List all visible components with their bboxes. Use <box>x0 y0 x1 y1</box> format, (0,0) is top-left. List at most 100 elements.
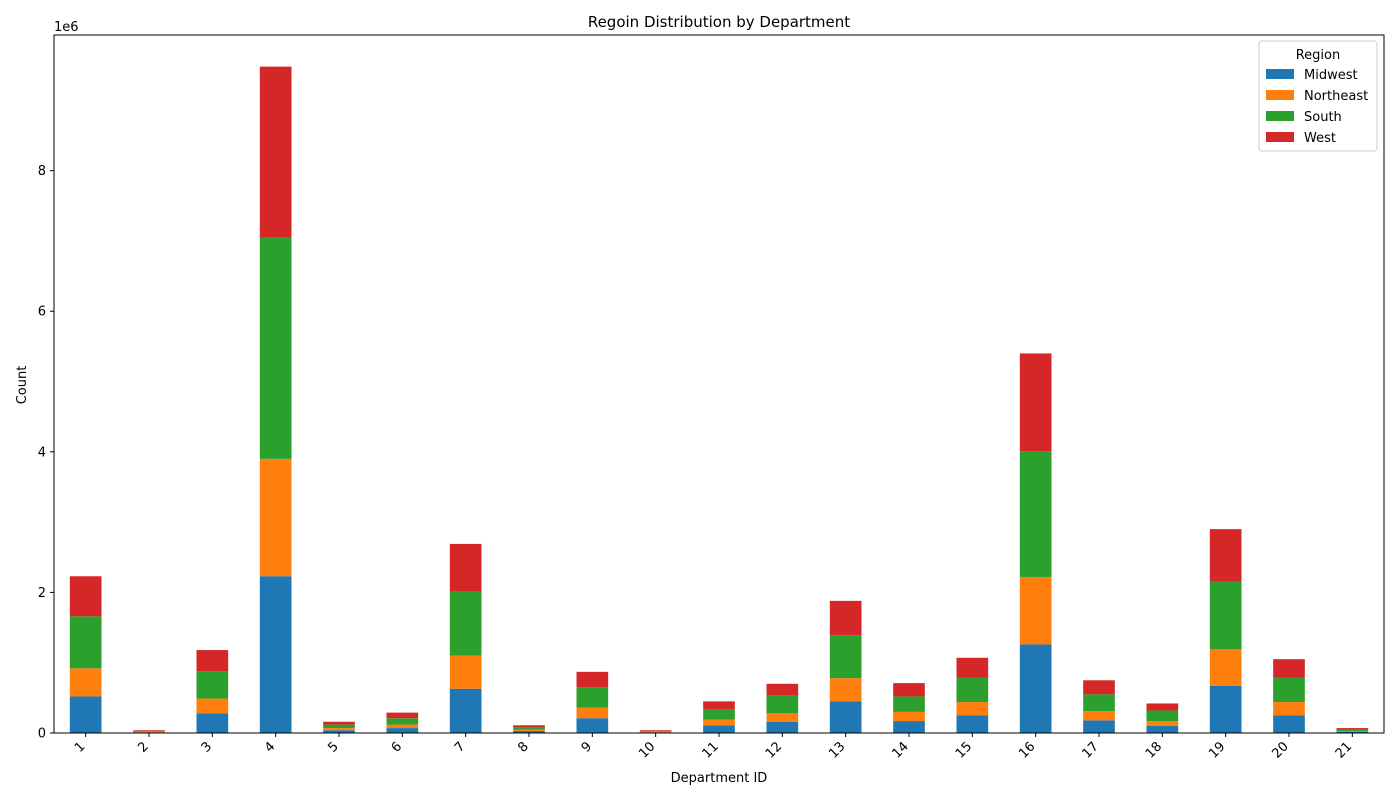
bar-midwest-dept-21 <box>1336 731 1369 733</box>
bar-south-dept-5 <box>323 724 355 729</box>
bar-south-dept-6 <box>386 718 419 725</box>
bar-midwest-dept-19 <box>1209 685 1242 733</box>
y-tick-label: 8 <box>38 164 46 179</box>
bar-west-dept-18 <box>1146 703 1179 711</box>
bar-south-dept-13 <box>829 635 862 679</box>
chart-title: Regoin Distribution by Department <box>588 13 850 31</box>
bar-midwest-dept-12 <box>766 721 799 733</box>
x-tick-label: 8 <box>515 739 531 755</box>
bar-west-dept-6 <box>386 712 419 719</box>
bar-west-dept-13 <box>829 600 862 636</box>
bar-south-dept-8 <box>513 727 545 730</box>
bar-midwest-dept-8 <box>513 730 545 733</box>
bar-midwest-dept-1 <box>69 696 102 733</box>
bar-midwest-dept-20 <box>1273 715 1305 733</box>
bar-west-dept-17 <box>1083 680 1115 695</box>
bar-south-dept-11 <box>703 709 735 720</box>
legend-label-midwest: Midwest <box>1304 68 1358 83</box>
bar-south-dept-20 <box>1273 677 1305 703</box>
bar-south-dept-3 <box>196 671 229 699</box>
x-tick-label: 15 <box>953 739 975 761</box>
bar-northeast-dept-14 <box>893 711 925 722</box>
bar-northeast-dept-18 <box>1146 721 1179 726</box>
bar-northeast-dept-7 <box>449 655 482 689</box>
bar-midwest-dept-9 <box>576 718 609 733</box>
x-tick-label: 4 <box>262 739 278 755</box>
bar-south-dept-10 <box>639 730 672 732</box>
bars-layer <box>69 66 1369 733</box>
x-tick-label: 11 <box>700 739 722 761</box>
x-axis-label: Department ID <box>671 771 768 786</box>
legend-label-west: West <box>1304 131 1336 146</box>
bar-midwest-dept-17 <box>1083 720 1115 733</box>
x-tick-label: 21 <box>1333 739 1355 761</box>
bar-west-dept-19 <box>1209 529 1242 582</box>
bar-midwest-dept-18 <box>1146 725 1179 733</box>
legend-label-south: South <box>1304 110 1342 125</box>
bar-northeast-dept-9 <box>576 707 609 719</box>
y-axis-ticks: 0 2 4 6 8 <box>38 164 54 742</box>
legend-swatch-south <box>1266 111 1294 121</box>
bar-west-dept-3 <box>196 650 229 672</box>
x-tick-label: 19 <box>1206 739 1228 761</box>
y-tick-label: 6 <box>38 305 46 320</box>
plot-frame <box>53 34 1385 734</box>
legend-label-northeast: Northeast <box>1304 89 1368 104</box>
bar-south-dept-7 <box>449 591 482 656</box>
bar-northeast-dept-10 <box>639 731 672 733</box>
y-tick-label: 0 <box>38 727 46 742</box>
bar-west-dept-15 <box>956 657 989 678</box>
bar-south-dept-18 <box>1146 710 1179 722</box>
bar-northeast-dept-11 <box>703 719 735 726</box>
bar-west-dept-20 <box>1273 659 1305 678</box>
bar-west-dept-10 <box>639 730 672 731</box>
x-tick-label: 12 <box>763 739 785 761</box>
bar-south-dept-15 <box>956 677 989 703</box>
bar-northeast-dept-4 <box>259 458 292 577</box>
bar-south-dept-9 <box>576 687 609 708</box>
bar-west-dept-14 <box>893 683 925 697</box>
bar-south-dept-12 <box>766 695 799 714</box>
legend: Region Midwest Northeast South West <box>1258 40 1378 152</box>
x-tick-label: 16 <box>1016 739 1038 761</box>
bar-midwest-dept-4 <box>259 576 292 733</box>
bar-midwest-dept-11 <box>703 725 735 733</box>
bar-west-dept-4 <box>259 66 292 238</box>
bar-south-dept-2 <box>133 730 165 732</box>
bar-south-dept-17 <box>1083 694 1115 712</box>
bar-northeast-dept-8 <box>513 729 545 731</box>
x-tick-label: 2 <box>135 739 151 755</box>
bar-northeast-dept-1 <box>69 668 102 697</box>
bar-midwest-dept-14 <box>893 721 925 733</box>
bar-west-dept-16 <box>1019 353 1052 452</box>
x-tick-label: 17 <box>1080 739 1102 761</box>
x-tick-label: 1 <box>72 739 88 755</box>
x-tick-label: 6 <box>389 739 405 755</box>
bar-west-dept-11 <box>703 701 735 710</box>
x-tick-label: 9 <box>579 739 595 755</box>
bar-northeast-dept-15 <box>956 702 989 716</box>
bar-midwest-dept-15 <box>956 715 989 733</box>
bar-northeast-dept-19 <box>1209 649 1242 686</box>
bar-west-dept-1 <box>69 576 102 617</box>
y-tick-label: 4 <box>38 445 46 460</box>
bar-south-dept-4 <box>259 237 292 459</box>
bar-northeast-dept-13 <box>829 678 862 702</box>
bar-northeast-dept-2 <box>133 731 165 733</box>
y-axis-label: Count <box>15 366 30 405</box>
bar-south-dept-19 <box>1209 581 1242 650</box>
x-tick-label: 13 <box>826 739 848 761</box>
bar-northeast-dept-5 <box>323 728 355 731</box>
bar-midwest-dept-6 <box>386 728 419 733</box>
bar-northeast-dept-21 <box>1336 730 1369 732</box>
x-tick-label: 5 <box>325 739 341 755</box>
bar-west-dept-2 <box>133 730 165 731</box>
x-tick-label: 20 <box>1270 739 1292 761</box>
bar-west-dept-5 <box>323 721 355 725</box>
bar-west-dept-9 <box>576 671 609 688</box>
bar-northeast-dept-12 <box>766 713 799 722</box>
x-tick-label: 7 <box>452 739 468 755</box>
bar-midwest-dept-13 <box>829 701 862 733</box>
